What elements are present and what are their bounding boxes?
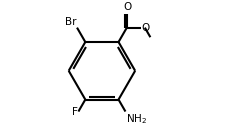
- Text: O: O: [141, 23, 149, 33]
- Text: Br: Br: [65, 17, 76, 27]
- Text: O: O: [122, 2, 131, 12]
- Text: NH$_2$: NH$_2$: [126, 113, 147, 126]
- Text: F: F: [72, 107, 77, 116]
